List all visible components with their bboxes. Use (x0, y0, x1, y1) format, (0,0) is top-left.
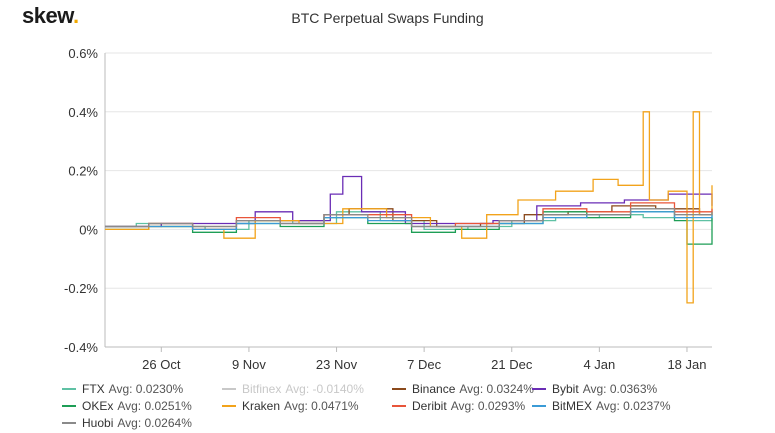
legend-series-name: Deribit (412, 399, 447, 413)
skew-logo: skew. (22, 3, 79, 29)
legend-series-name: Huobi (82, 416, 114, 430)
legend-swatch (532, 388, 546, 390)
legend-item-ftx[interactable]: FTX Avg: 0.0230% (62, 382, 183, 396)
legend-series-average: Avg: 0.0237% (596, 399, 671, 413)
legend-series-name: FTX (82, 382, 105, 396)
legend-item-kraken[interactable]: Kraken Avg: 0.0471% (222, 399, 359, 413)
y-tick-label: 0% (79, 222, 98, 237)
x-tick-label: 9 Nov (232, 357, 266, 372)
legend-swatch (392, 405, 406, 407)
legend-series-name: Bybit (552, 382, 579, 396)
legend-swatch (222, 405, 236, 407)
series-line-okex (105, 211, 713, 245)
legend-series-average: Avg: 0.0264% (117, 416, 192, 430)
legend-series-average: Avg: 0.0230% (108, 382, 184, 396)
x-tick-label: 4 Jan (583, 357, 615, 372)
legend-item-bitmex[interactable]: BitMEX Avg: 0.0237% (532, 399, 671, 413)
series-line-deribit (105, 202, 713, 231)
x-tick-label: 23 Nov (316, 357, 358, 372)
series-line-kraken (105, 111, 713, 304)
chart-title: BTC Perpetual Swaps Funding (291, 10, 484, 26)
legend-series-average: Avg: 0.0363% (582, 382, 658, 396)
series-line-huobi (105, 208, 713, 228)
legend-series-average: Avg: 0.0293% (450, 399, 526, 413)
x-tick-label: 21 Dec (491, 357, 533, 372)
legend-series-name: Bitfinex (242, 382, 282, 396)
x-tick-label: 26 Oct (142, 357, 181, 372)
legend-item-bitfinex[interactable]: Bitfinex Avg: -0.0140% (222, 382, 364, 396)
legend-swatch (62, 405, 76, 407)
legend-series-name: Binance (412, 382, 456, 396)
legend-item-huobi[interactable]: Huobi Avg: 0.0264% (62, 416, 192, 430)
legend-swatch (222, 388, 236, 390)
legend-series-average: Avg: -0.0140% (285, 382, 364, 396)
x-tick-label: 18 Jan (667, 357, 706, 372)
legend-swatch (532, 405, 546, 407)
legend-series-average: Avg: 0.0471% (284, 399, 359, 413)
legend-series-average: Avg: 0.0251% (117, 399, 192, 413)
legend-swatch (62, 422, 76, 424)
y-tick-label: -0.2% (64, 281, 98, 296)
legend-swatch (62, 388, 76, 390)
legend-item-deribit[interactable]: Deribit Avg: 0.0293% (392, 399, 525, 413)
logo-dot: . (73, 3, 79, 28)
legend-series-name: Kraken (242, 399, 281, 413)
logo-text: skew (22, 3, 74, 28)
legend-series-name: OKEx (82, 399, 114, 413)
legend-item-okex[interactable]: OKEx Avg: 0.0251% (62, 399, 192, 413)
y-tick-label: 0.4% (68, 105, 98, 120)
x-tick-label: 7 Dec (407, 357, 441, 372)
legend-series-average: Avg: 0.0324% (459, 382, 534, 396)
y-tick-label: 0.6% (68, 46, 98, 61)
legend-item-bybit[interactable]: Bybit Avg: 0.0363% (532, 382, 657, 396)
legend-swatch (392, 388, 406, 390)
series-line-bybit (105, 175, 713, 228)
legend-series-name: BitMEX (552, 399, 593, 413)
legend-item-binance[interactable]: Binance Avg: 0.0324% (392, 382, 534, 396)
y-tick-label: 0.2% (68, 164, 98, 179)
y-tick-label: -0.4% (64, 340, 98, 355)
